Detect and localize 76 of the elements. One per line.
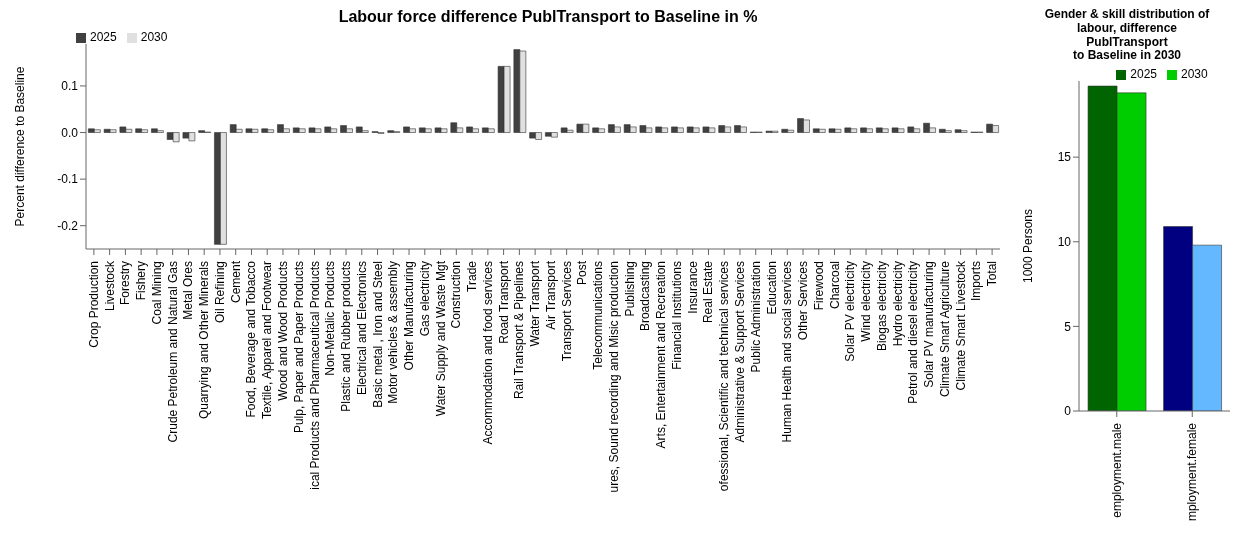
y-tick-label: 0.1 (61, 79, 79, 94)
y-tick-label: 5 (1064, 319, 1072, 334)
x-tick-label: Plastic and Rubber products (339, 261, 354, 413)
chart-title: Labour force difference PublTransport to Baseline in % (337, 8, 759, 27)
legend-label: 2025 (90, 30, 117, 45)
y-tick-label: 0 (1064, 404, 1072, 419)
x-tick-label: Water Supply and Waste Mgt (433, 260, 448, 417)
x-tick-label: Education (764, 261, 779, 315)
x-tick-label: Crop Production (86, 261, 101, 349)
y-tick-label: 0.0 (61, 126, 79, 141)
x-tick-label: Total (985, 261, 1000, 287)
x-tick-label: Oil Refining (212, 261, 227, 324)
y-tick-label: 10 (1057, 235, 1072, 250)
x-tick-label: ures, Sound recording and Misic production (606, 261, 621, 493)
x-tick-label: Accommodation and food services (480, 261, 495, 445)
chart-title: Gender & skill distribution of labour, difference PublTransport to Baseline in 2030 (1043, 7, 1211, 64)
x-tick-label: Road Transport (496, 260, 511, 345)
x-tick-label: Transport Services (559, 261, 574, 362)
x-tick-label: Rail Transport & Pipelines (512, 261, 527, 400)
x-tick-label: ofessional, Scientific and technical services (717, 261, 732, 492)
x-tick-label: Financial Institutions (669, 261, 684, 371)
x-tick-label: Charcoal (827, 261, 842, 310)
x-tick-label: ical Products and Pharmaceutical Products (307, 261, 322, 491)
legend-label: 2025 (1130, 67, 1157, 82)
x-tick-label: Textile, Apparel and Footwear (260, 261, 275, 420)
x-tick-label: Hydro electricity (890, 261, 905, 347)
y-axis-title: Percent difference to Baseline (13, 66, 28, 227)
x-tick-label: Non-Metalic Products (323, 261, 338, 377)
x-tick-label: Trade (465, 261, 480, 293)
x-tick-label: Other Manufacturing (402, 261, 417, 371)
x-tick-label: Insurance (685, 261, 700, 315)
x-tick-label: Coal Mining (149, 261, 164, 325)
x-tick-label: Climate Smart Agriculture (937, 261, 952, 398)
x-tick-label: Cement (228, 260, 243, 304)
x-tick-label: Water Transport (528, 260, 543, 347)
x-tick-label: Post (575, 260, 590, 286)
y-tick-label: -0.1 (57, 172, 79, 187)
x-tick-label: Pulp, Paper and Paper Products (291, 261, 306, 434)
x-tick-label: Food, Beverage and Tobacco (244, 261, 259, 418)
x-tick-label: Metal Ores (181, 261, 196, 321)
x-tick-label: Solar PV manufacturing (922, 261, 937, 389)
x-tick-label: employment.male (1109, 422, 1124, 518)
x-tick-label: Basic metal , Iron and Steel (370, 261, 385, 409)
x-tick-label: Construction (449, 261, 464, 329)
x-tick-label: Administrative & Support Services (732, 261, 747, 443)
y-tick-label: -0.2 (57, 219, 79, 234)
x-tick-label: Wind electricity (859, 261, 874, 343)
x-tick-label: Human Health and social services (780, 261, 795, 443)
x-tick-label: Climate Smart Livestock (953, 260, 968, 391)
x-tick-label: Other Services (796, 261, 811, 341)
x-tick-label: Publishing (622, 261, 637, 317)
x-tick-label: Petrol and diesel electricity (906, 261, 921, 405)
x-tick-label: Solar PV electricity (843, 261, 858, 363)
legend-label: 2030 (140, 30, 168, 45)
y-tick-label: 15 (1057, 150, 1072, 165)
x-tick-label: Arts, Entertainment and Recreation (654, 261, 669, 449)
x-tick-label: Imports (969, 261, 984, 302)
x-tick-label: Fishery (134, 261, 149, 301)
x-tick-label: Livestock (102, 260, 117, 312)
x-tick-label: Electrical and Electronics (354, 261, 369, 396)
x-tick-label: Quarrying and Other Minerals (197, 261, 212, 420)
x-tick-label: Broadcasting (638, 261, 653, 332)
x-tick-label: Gas electricity (417, 261, 432, 337)
x-tick-label: Forestry (118, 261, 133, 306)
x-tick-label: Telecommunications (591, 261, 606, 371)
x-tick-label: Crude Petroleum and Natural Gas (165, 261, 180, 443)
x-tick-label: Real Estate (701, 261, 716, 324)
legend-label: 2030 (1181, 67, 1208, 82)
y-axis-title: 1000 Persons (1021, 209, 1036, 284)
x-tick-label: Air Transport (543, 260, 558, 331)
x-tick-label: Public Administration (748, 261, 763, 373)
x-tick-label: mployment.female (1185, 422, 1200, 522)
x-tick-label: Motor vehicles & assembly (386, 261, 401, 405)
x-tick-label: Wood and Wood Products (275, 261, 290, 402)
x-tick-label: Firewood (811, 261, 826, 311)
x-tick-label: Biogas electricity (874, 261, 889, 352)
